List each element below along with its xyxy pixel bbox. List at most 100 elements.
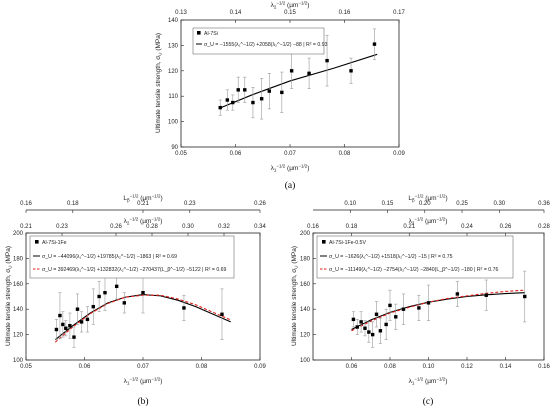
c-data-point bbox=[359, 320, 363, 324]
b-y-tick-label: 160 bbox=[13, 282, 24, 288]
a-legend-series-label: Al-7Si bbox=[204, 31, 218, 37]
a-x-tick-label: 0.09 bbox=[393, 151, 405, 157]
a-data-point bbox=[251, 100, 255, 105]
a-legend-fit-label: σ_U = −1555(λ₁^−1/2) +2058(λ₂^−1/2) −88 … bbox=[204, 42, 328, 48]
a-data-point bbox=[231, 100, 235, 105]
b-x3-tick-label: 0.21 bbox=[137, 201, 149, 207]
a-x-axis-label: λ1−1/2 (µm−1/2) bbox=[271, 164, 310, 173]
c-y-tick-label: 180 bbox=[300, 256, 311, 262]
a-data-point bbox=[218, 105, 222, 110]
c-data-point bbox=[363, 326, 367, 330]
a-x-tick-label: 0.06 bbox=[230, 151, 242, 157]
c-data-point bbox=[455, 292, 460, 296]
c-x3-tick-label: 0.30 bbox=[493, 201, 505, 207]
a-y-tick-label: 120 bbox=[168, 69, 179, 75]
b-x3-tick-label: 0.26 bbox=[254, 201, 266, 207]
c-data-point bbox=[401, 307, 406, 311]
b-x3-tick-label: 0.23 bbox=[184, 201, 196, 207]
b-y-tick-label: 200 bbox=[13, 231, 24, 237]
c-data-point bbox=[378, 329, 383, 333]
c-panel-label: (c) bbox=[423, 396, 434, 407]
a-data-point bbox=[325, 58, 329, 63]
c-x3-tick-label: 0.15 bbox=[382, 201, 394, 207]
a-data-point bbox=[372, 42, 377, 46]
c-y-axis-label: Ultimate tensile strength, σU (MPa) bbox=[291, 246, 299, 346]
c-data-point bbox=[417, 306, 421, 310]
b-data-point bbox=[72, 335, 76, 339]
c-y-tick-label: 100 bbox=[300, 358, 311, 364]
c-legend-box bbox=[316, 235, 514, 279]
b-legend-fit1-label: σ_U = −44096(λ₁^−1/2) +19785(λ₂^−1/2) −1… bbox=[42, 254, 177, 260]
a-y-tick-label: 100 bbox=[168, 120, 179, 126]
a-data-point bbox=[236, 88, 240, 92]
c-data-point bbox=[367, 330, 371, 334]
c-data-point bbox=[374, 312, 379, 316]
b-x2-tick-label: 0.23 bbox=[56, 224, 68, 230]
a-data-point bbox=[349, 69, 353, 73]
c-fit-line-1 bbox=[351, 292, 525, 331]
a-y-tick-label: 130 bbox=[168, 43, 179, 49]
b-data-point bbox=[61, 322, 65, 327]
c-x2-tick-label: 0.21 bbox=[403, 224, 415, 230]
b-x-tick-label: 0.08 bbox=[196, 364, 208, 370]
a-x2-tick-label: 0.13 bbox=[175, 10, 187, 16]
b-panel-label: (b) bbox=[137, 396, 148, 407]
b-x2-tick-label: 0.28 bbox=[146, 224, 158, 230]
c-mid-axis-label: λ2−1/2 (µm−1/2) bbox=[409, 217, 448, 226]
c-x-tick-label: 0.12 bbox=[461, 364, 473, 370]
b-y-tick-label: 180 bbox=[13, 256, 24, 262]
a-panel-label: (a) bbox=[285, 180, 296, 191]
a-data-point bbox=[307, 71, 311, 76]
b-data-point bbox=[114, 284, 119, 289]
b-x2-tick-label: 0.26 bbox=[110, 224, 122, 230]
b-top-axis-label: Lβ−1/2 (µm−1/2) bbox=[123, 194, 162, 203]
b-legend: Al-7Si-1Fe σ_U = −44096(λ₁^−1/2) +19785(… bbox=[29, 235, 235, 279]
panel-b: 0.05 0.06 0.07 0.08 0.091001201401601802000.… bbox=[5, 194, 266, 408]
b-data-point bbox=[91, 304, 95, 309]
c-x-tick-label: 0.10 bbox=[423, 364, 435, 370]
a-x-tick-label: 0.07 bbox=[284, 151, 296, 157]
a-axes: 0.05 0.06 0.07 0.08 0.09 90 100 110 120 130 140 0.1… bbox=[168, 10, 406, 157]
b-data-point bbox=[85, 317, 90, 322]
b-x-tick-label: 0.07 bbox=[137, 364, 149, 370]
c-x-axis-label: λ1−1/2 (µm−1/2) bbox=[409, 377, 448, 386]
a-y-axis-label: Ultimate tensile strength, σU (MPa) bbox=[155, 33, 163, 133]
c-data-point bbox=[384, 322, 388, 327]
a-data-point bbox=[280, 90, 284, 95]
c-data-point bbox=[355, 325, 359, 329]
a-legend-marker bbox=[197, 31, 201, 35]
b-data-point bbox=[64, 326, 68, 330]
c-y-tick-label: 140 bbox=[300, 307, 311, 313]
a-legend: Al-7Si σ_U = −1555(λ₁^−1/2) +2058(λ₂^−1/… bbox=[192, 27, 328, 55]
c-y-tick-label: 160 bbox=[300, 282, 311, 288]
c-x-tick-label: 0.06 bbox=[346, 364, 358, 370]
b-data-point bbox=[103, 290, 107, 295]
b-mid-axis-label: λ2−1/2 (µm−1/2) bbox=[124, 217, 163, 226]
c-x2-tick-label: 0.18 bbox=[346, 224, 358, 230]
c-data-point bbox=[484, 293, 488, 297]
c-legend-fit2-label: σ_U = −11149(λ₁^−1/2) −2754(λ₂^−1/2) −28… bbox=[329, 267, 498, 273]
c-x3-tick-label: 0.10 bbox=[344, 201, 356, 207]
b-x2-tick-label: 0.30 bbox=[182, 224, 194, 230]
c-x2-tick-label: 0.24 bbox=[461, 224, 473, 230]
b-axes: 0.05 0.06 0.07 0.08 0.091001201401601802000.… bbox=[13, 201, 267, 370]
b-data-point bbox=[75, 307, 80, 311]
b-data-point bbox=[122, 301, 126, 305]
c-legend-series-label: Al-7Si-1Fe-0.5V bbox=[329, 240, 366, 246]
b-legend-box bbox=[29, 235, 235, 279]
b-y-tick-label: 120 bbox=[13, 333, 24, 339]
b-x-tick-label: 0.09 bbox=[254, 364, 266, 370]
b-x2-tick-label: 0.32 bbox=[218, 224, 230, 230]
c-x3-tick-label: 0.20 bbox=[419, 201, 431, 207]
a-data-point bbox=[267, 89, 271, 93]
b-data-point bbox=[220, 312, 224, 316]
b-x-axis-label: λ1−1/2 (µm−1/2) bbox=[124, 377, 163, 386]
c-x3-tick-label: 0.25 bbox=[456, 201, 468, 207]
a-x-tick-label: 0.08 bbox=[339, 151, 351, 157]
b-legend-marker bbox=[35, 240, 39, 244]
c-data-point bbox=[388, 303, 392, 308]
panel-c: 0.06 0.08 0.10 0.12 0.14 0.16 100 120 140 160 180 2… bbox=[291, 194, 550, 408]
c-x2-tick-label: 0.28 bbox=[538, 224, 550, 230]
c-top-axis-label: Lβ−1/2 (µm−1/2) bbox=[408, 194, 447, 203]
c-axes: 0.06 0.08 0.10 0.12 0.14 0.16 100 120 140 160 180 2… bbox=[300, 201, 550, 370]
